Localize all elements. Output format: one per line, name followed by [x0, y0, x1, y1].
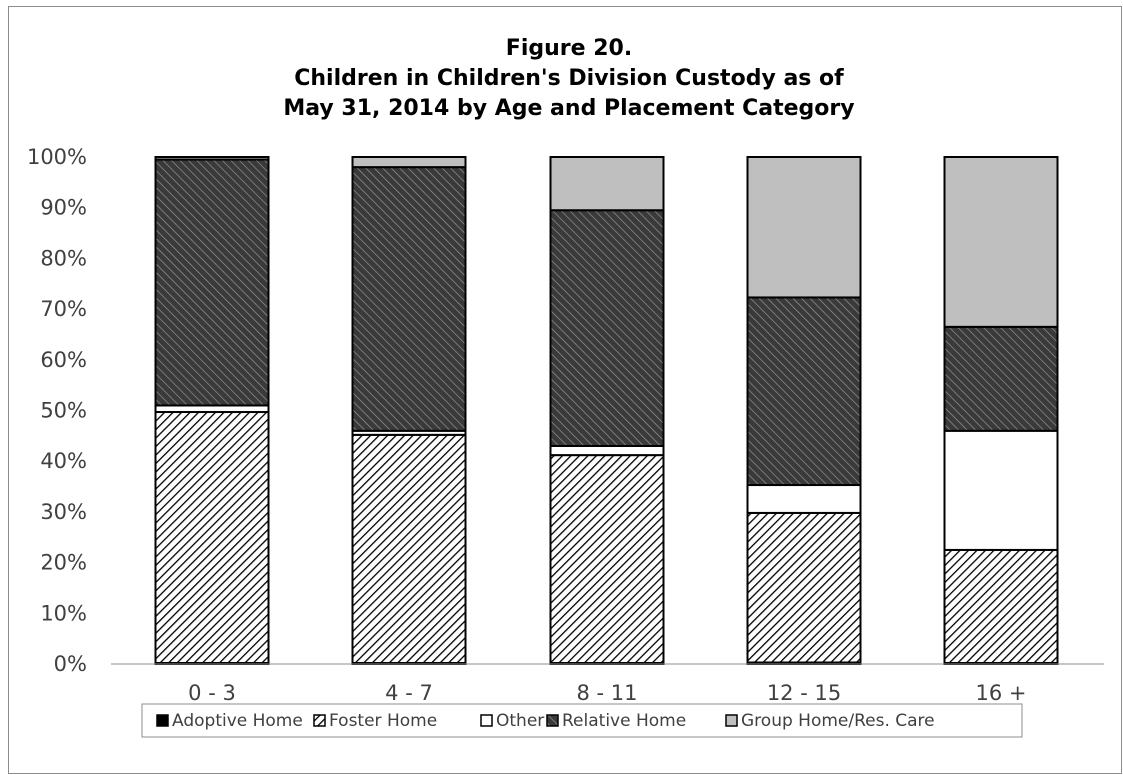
- legend-swatch: [725, 714, 738, 727]
- bar-segment: [549, 156, 665, 212]
- bar-segment: [351, 156, 467, 169]
- legend-label: Adoptive Home: [172, 711, 303, 731]
- bar-segment: [746, 511, 862, 664]
- x-tick-label: 0 - 3: [188, 681, 236, 705]
- y-tick-label: 30%: [40, 500, 87, 524]
- y-tick-label: 50%: [40, 399, 87, 423]
- bar-segment: [154, 158, 270, 407]
- chart-title: Figure 20. Children in Children's Divisi…: [283, 36, 854, 121]
- bar-stack: [746, 156, 862, 666]
- x-axis: 0 - 3 4 - 7 8 - 11 12 - 15 16 +: [188, 681, 1026, 705]
- bar-stack: [549, 156, 665, 666]
- bar-segment: [154, 411, 270, 664]
- legend-label: Foster Home: [329, 711, 437, 731]
- bar-segment: [746, 296, 862, 487]
- bar-segment: [943, 156, 1059, 328]
- legend: Adoptive Home Foster Home Other Relative Ho…: [141, 703, 1023, 738]
- chart-frame: Figure 20. Children in Children's Divisi…: [8, 6, 1122, 774]
- bar-segment: [943, 325, 1059, 432]
- legend-label: Group Home/Res. Care: [741, 711, 935, 731]
- y-axis: 0% 10% 20% 30% 40% 50% 60% 70% 80% 90% 100%: [27, 145, 87, 676]
- y-tick-label: 80%: [40, 246, 87, 270]
- y-tick-label: 0%: [54, 652, 87, 676]
- y-tick-label: 100%: [27, 145, 87, 169]
- y-tick-label: 60%: [40, 348, 87, 372]
- bar-segment: [154, 156, 270, 161]
- legend-swatch: [546, 714, 559, 727]
- x-tick-label: 16 +: [976, 681, 1027, 705]
- legend-label: Relative Home: [562, 711, 686, 731]
- bar-segment: [943, 548, 1059, 664]
- legend-swatch: [480, 714, 493, 727]
- bar-segment: [549, 444, 665, 457]
- title-line-2: Children in Children's Division Custody …: [294, 66, 844, 91]
- bar-stack: [154, 156, 270, 666]
- bar-segment: [549, 209, 665, 447]
- legend-swatch: [313, 714, 326, 727]
- bar-segment: [746, 156, 862, 299]
- bar-stack: [351, 156, 467, 666]
- legend-label: Other: [496, 711, 544, 731]
- stacked-bar-chart: Figure 20. Children in Children's Divisi…: [27, 36, 1104, 738]
- x-tick-label: 4 - 7: [385, 681, 433, 705]
- y-tick-label: 10%: [40, 601, 87, 625]
- legend-box: [141, 703, 1023, 738]
- bar-segment: [746, 484, 862, 514]
- y-tick-label: 70%: [40, 297, 87, 321]
- x-tick-label: 12 - 15: [767, 681, 841, 705]
- bar-segment: [351, 433, 467, 664]
- x-tick-label: 8 - 11: [576, 681, 637, 705]
- title-line-1: Figure 20.: [506, 36, 632, 61]
- y-tick-label: 90%: [40, 196, 87, 220]
- bar-segment: [549, 454, 665, 664]
- bars: [154, 156, 1059, 666]
- title-line-3: May 31, 2014 by Age and Placement Catego…: [283, 96, 854, 121]
- y-tick-label: 40%: [40, 449, 87, 473]
- bar-segment: [351, 166, 467, 432]
- bar-stack: [943, 156, 1059, 666]
- y-tick-label: 20%: [40, 551, 87, 575]
- legend-swatch: [156, 714, 169, 727]
- bar-segment: [943, 429, 1059, 551]
